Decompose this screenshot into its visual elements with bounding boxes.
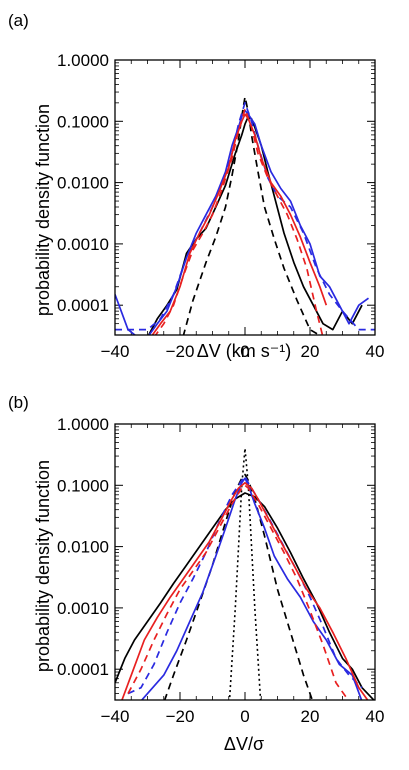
panel-a-ylabel: probability density function [33,104,53,316]
series-line-dashed-1 [182,96,321,335]
panel-b: (b) probability density function ΔV/σ 0.… [8,393,384,754]
series-group [115,447,375,700]
series-line-dashed-1 [163,473,314,700]
plot-area-a: 0.0001 0.0010 0.0100 0.1000 1.0000 −40 −20 0 20 4… [57,51,384,361]
y-tick-label: 0.0100 [57,538,109,557]
y-tick-label: 1.0000 [57,51,109,70]
x-tick-label: 20 [301,707,320,726]
panel-b-label: (b) [8,393,29,412]
y-tick-label: 0.1000 [57,476,109,495]
plot-area-b: 0.0001 0.0010 0.0100 0.1000 1.0000 −40 −20 0 20 4… [57,415,384,726]
y-tick-label: 0.0001 [57,296,109,315]
x-tick-label: −20 [166,707,195,726]
y-tick-label: 0.0100 [57,174,109,193]
series-line-dashed-6 [127,484,350,700]
series-line-dashed-5 [154,107,324,335]
x-tick-label: 40 [366,707,385,726]
series-line-dashed-3 [115,101,375,331]
series-line-dashed-4 [127,475,363,695]
y-tick-label: 0.1000 [57,112,109,131]
x-tick-label: 20 [301,342,320,361]
series-line-solid-0 [115,492,375,700]
x-tick-label: −20 [166,342,195,361]
series-line-solid-3 [140,477,363,700]
x-tick-label: 40 [366,342,385,361]
plot-frame-a [114,59,376,336]
panel-b-xlabel: ΔV/σ [224,734,264,754]
panel-a-label: (a) [8,11,29,30]
x-tick-label: −40 [101,342,130,361]
y-tick-label: 0.0001 [57,660,109,679]
series-line-dotted-2 [228,447,262,700]
x-tick-label: −40 [101,707,130,726]
panel-b-ylabel: probability density function [33,460,53,672]
plot-frame-b [114,423,376,701]
panel-a-xlabel: ΔV (km s⁻¹) [197,341,292,361]
y-tick-label: 1.0000 [57,415,109,434]
x-tick-label: 0 [240,707,249,726]
x-tick-label: 0 [240,342,249,361]
y-tick-label: 0.0010 [57,235,109,254]
panel-a: (a) probability density function ΔV (km … [8,11,384,361]
series-line-solid-5 [121,481,369,700]
series-line-solid-2 [115,109,369,335]
series-group [115,96,375,335]
y-tick-label: 0.0010 [57,599,109,618]
